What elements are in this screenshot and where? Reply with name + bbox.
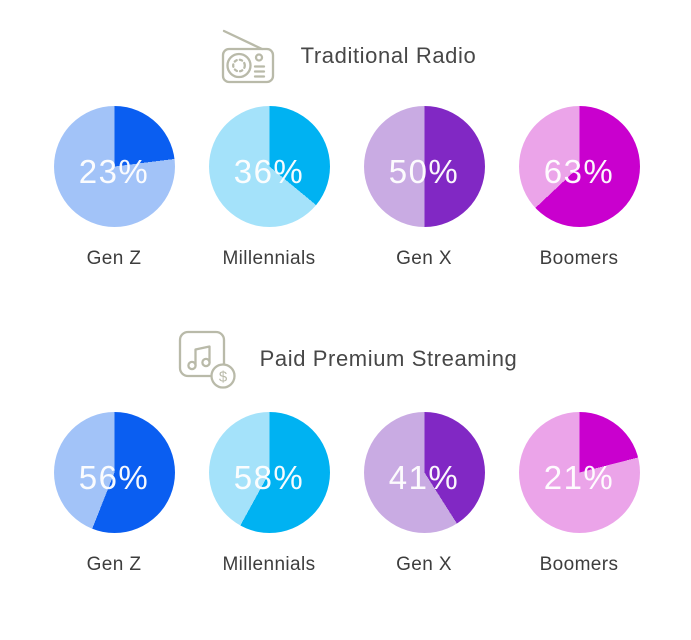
- pie-chart: 21%: [518, 412, 640, 533]
- pie-category-label: Millennials: [222, 554, 316, 575]
- pie-row: 23% Gen Z 36% Millennials 50% Gen X 63% …: [0, 106, 691, 270]
- pie-percent-value: 21%: [543, 458, 615, 496]
- pie-figure-millennials: 58% Millennials: [205, 412, 333, 576]
- pie-chart: 63%: [518, 106, 640, 227]
- pie-figure-genz: 56% Gen Z: [50, 412, 178, 576]
- pie-chart: 41%: [363, 412, 485, 533]
- pie-percent-value: 63%: [543, 152, 615, 190]
- section-traditional-radio: Traditional Radio 23% Gen Z 36% Millenni…: [0, 0, 691, 270]
- pie-row: 56% Gen Z 58% Millennials 41% Gen X 21% …: [0, 412, 691, 576]
- pie-chart: 58%: [208, 412, 330, 533]
- svg-text:$: $: [218, 368, 227, 385]
- pie-category-label: Boomers: [539, 248, 619, 269]
- section-paid-premium-streaming: $ Paid Premium Streaming 56% Gen Z 58% M…: [0, 270, 691, 576]
- pie-chart: 50%: [363, 106, 485, 227]
- pie-chart: 23%: [53, 106, 175, 227]
- section-header: Traditional Radio: [0, 0, 691, 86]
- pie-category-label: Gen Z: [86, 554, 142, 575]
- pie-percent-value: 56%: [78, 458, 150, 496]
- pie-chart: 36%: [208, 106, 330, 227]
- pie-figure-genz: 23% Gen Z: [50, 106, 178, 270]
- radio-icon: [215, 26, 281, 86]
- pie-percent-value: 58%: [233, 458, 305, 496]
- section-title: Paid Premium Streaming: [259, 346, 518, 371]
- pie-percent-value: 36%: [233, 152, 305, 190]
- pie-figure-genx: 50% Gen X: [360, 106, 488, 270]
- section-header: $ Paid Premium Streaming: [0, 270, 691, 392]
- pie-percent-value: 41%: [388, 458, 460, 496]
- pie-figure-genx: 41% Gen X: [360, 412, 488, 576]
- pie-figure-boomers: 63% Boomers: [515, 106, 643, 270]
- pie-figure-boomers: 21% Boomers: [515, 412, 643, 576]
- pie-category-label: Gen X: [396, 248, 452, 269]
- pie-category-label: Boomers: [539, 554, 619, 575]
- pie-category-label: Gen X: [396, 554, 452, 575]
- pie-figure-millennials: 36% Millennials: [205, 106, 333, 270]
- pie-chart: 56%: [53, 412, 175, 533]
- pie-percent-value: 23%: [78, 152, 150, 190]
- pie-category-label: Gen Z: [86, 248, 142, 269]
- pie-category-label: Millennials: [222, 248, 316, 269]
- music-dollar-icon: $: [174, 326, 240, 392]
- pie-percent-value: 50%: [388, 152, 460, 190]
- section-title: Traditional Radio: [300, 43, 477, 68]
